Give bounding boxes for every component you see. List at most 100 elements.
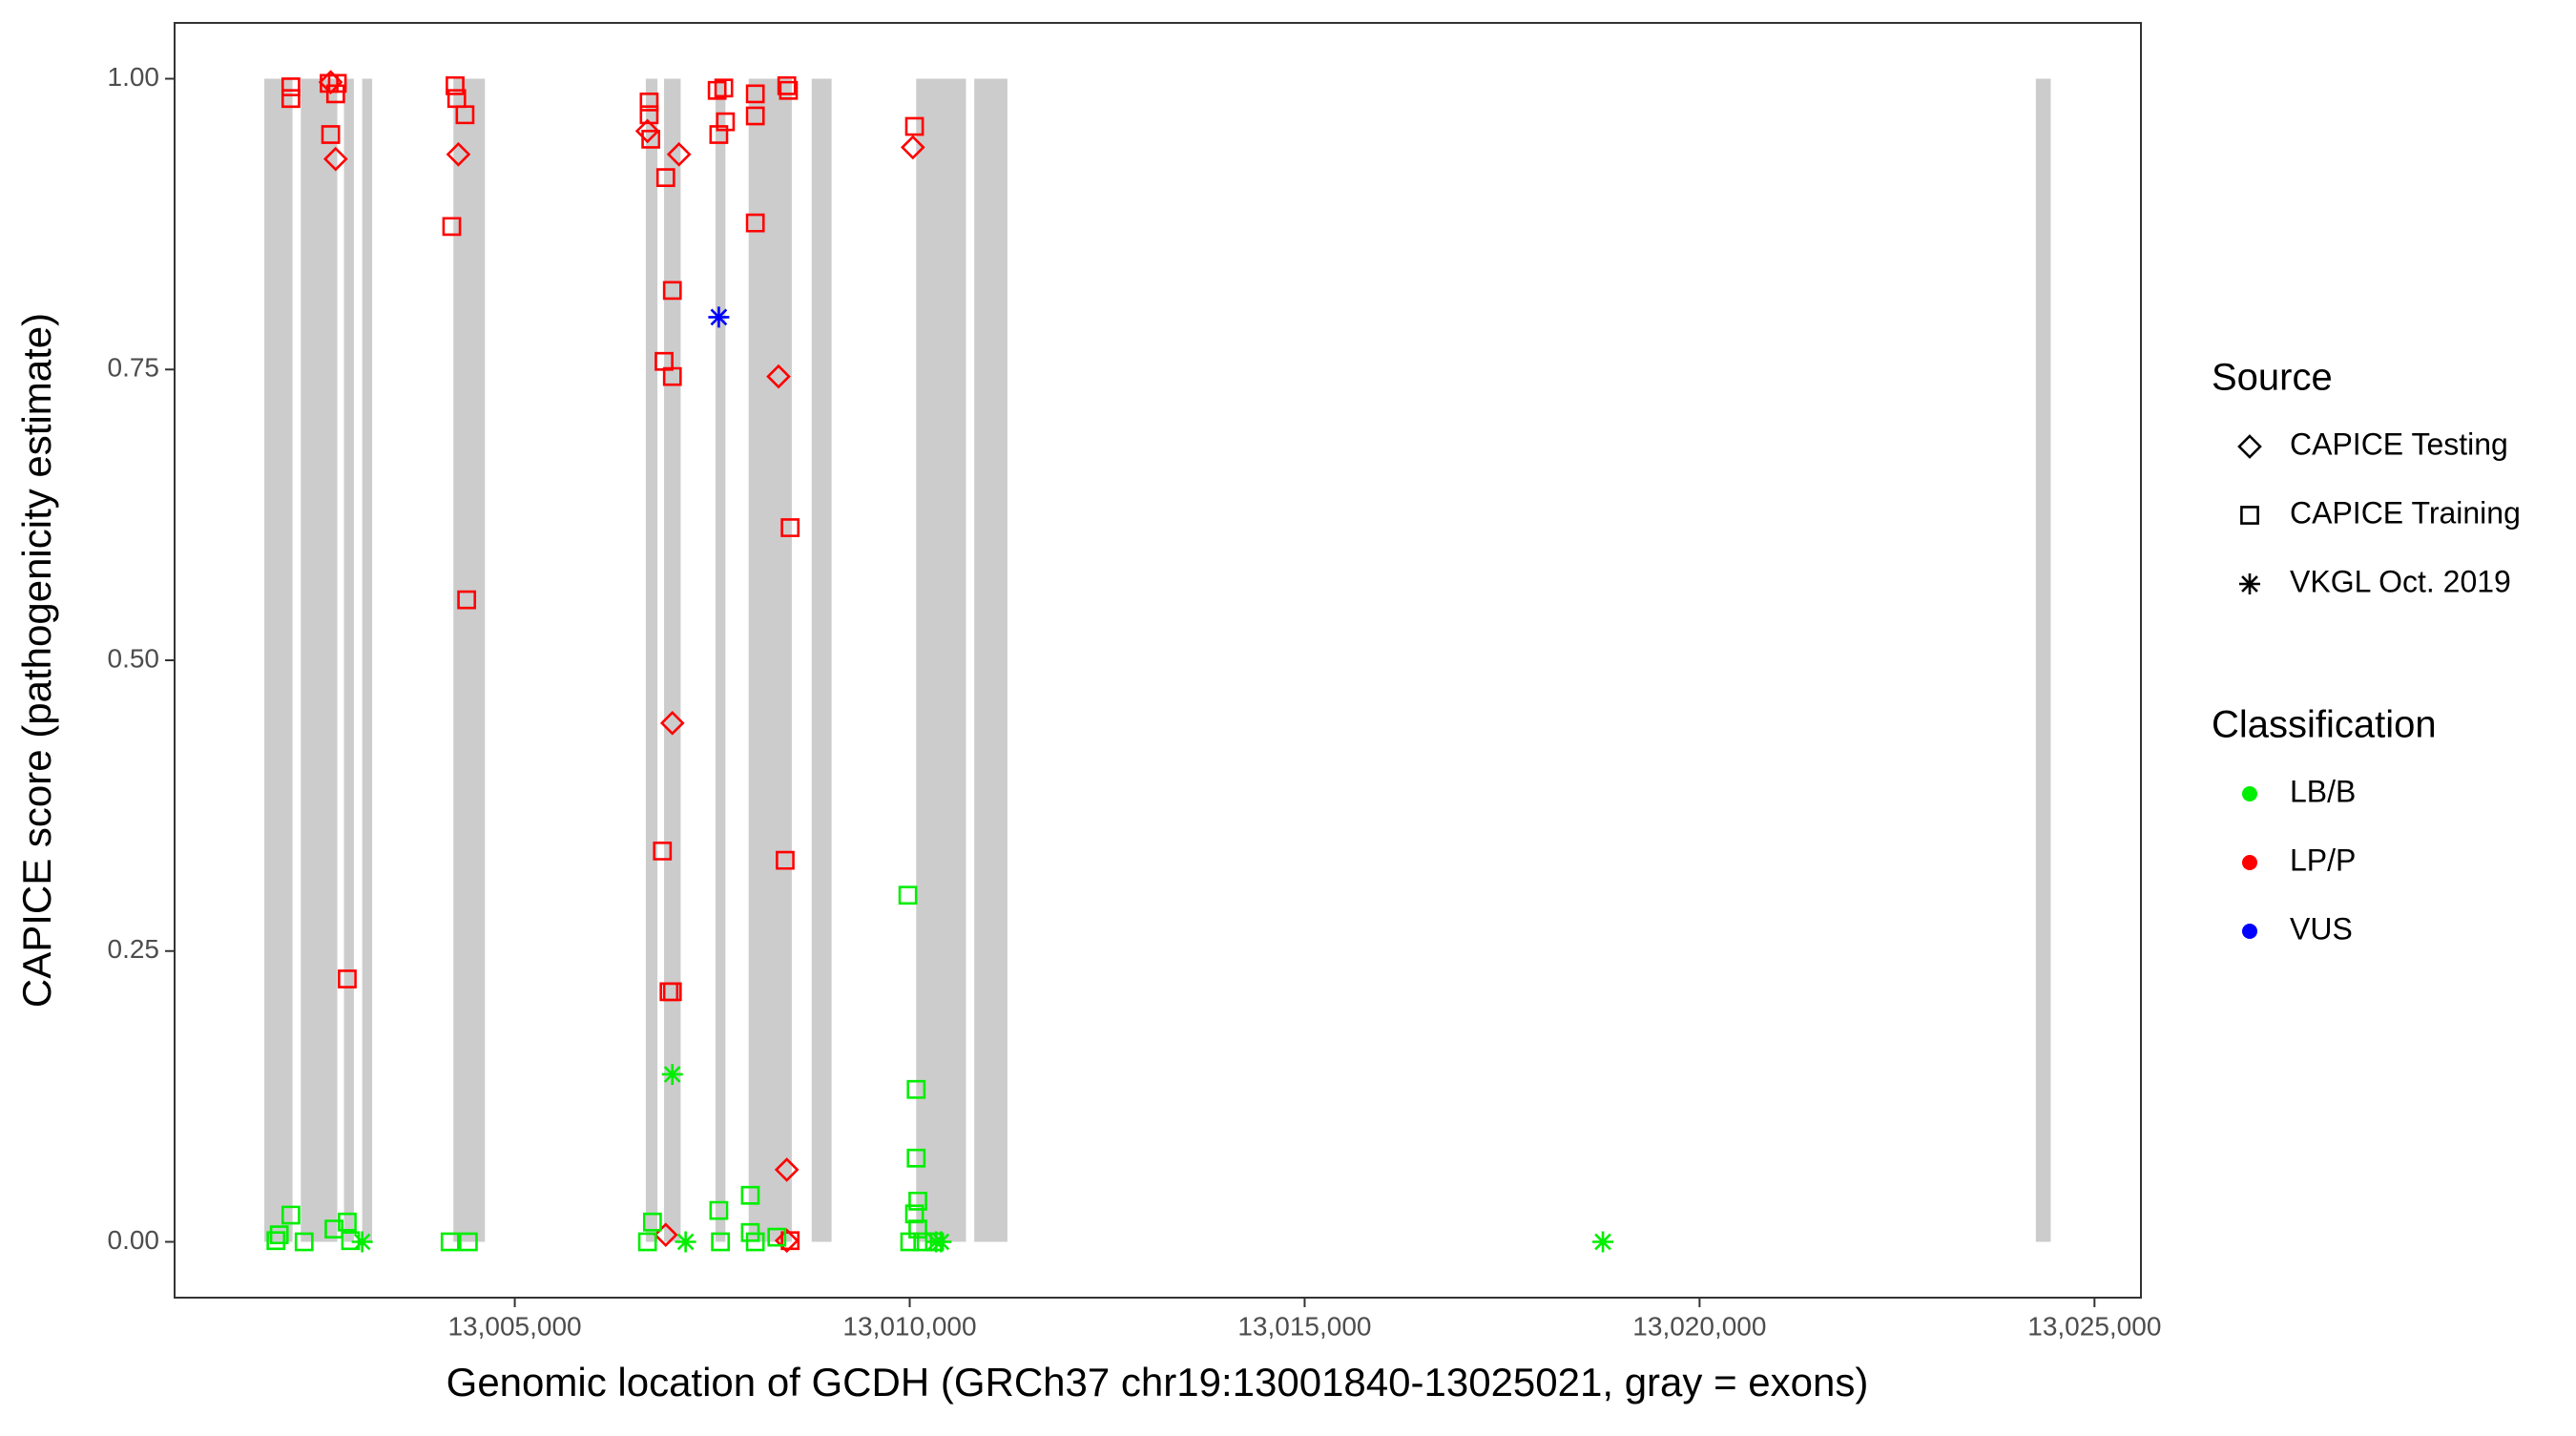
data-point	[906, 1148, 926, 1168]
legend-label: VKGL Oct. 2019	[2290, 564, 2511, 598]
x-tick-label: 13,005,000	[447, 1311, 581, 1341]
data-point	[740, 1185, 760, 1205]
data-point	[442, 217, 462, 237]
data-point	[900, 135, 925, 160]
data-point	[654, 351, 674, 371]
data-point	[446, 141, 471, 167]
data-point	[1592, 1231, 1614, 1253]
data-point	[269, 1225, 289, 1245]
legend-symbol	[2239, 573, 2260, 594]
data-point	[440, 1232, 460, 1252]
data-point	[776, 850, 795, 870]
data-point	[338, 969, 357, 989]
data-point	[280, 89, 301, 109]
data-point	[745, 213, 765, 233]
data-point	[266, 1231, 286, 1251]
legend-symbol	[2242, 924, 2257, 939]
data-point	[637, 1232, 657, 1252]
data-point	[634, 118, 660, 144]
data-point	[780, 1231, 800, 1251]
data-point	[745, 84, 765, 104]
data-point	[659, 710, 685, 736]
data-point	[459, 1232, 478, 1252]
data-point	[639, 105, 659, 125]
data-point	[777, 75, 797, 95]
plot-panel	[175, 23, 2141, 1298]
legend-label: LP/P	[2290, 843, 2356, 877]
data-point	[766, 364, 791, 389]
legend-title: Source	[2212, 357, 2333, 399]
exon	[343, 78, 354, 1242]
data-point	[709, 1200, 729, 1220]
data-point	[779, 80, 799, 100]
data-point	[906, 1079, 926, 1099]
data-point	[780, 518, 800, 537]
x-tick-label: 13,025,000	[2027, 1311, 2161, 1341]
data-point	[930, 1231, 952, 1253]
exon	[362, 78, 373, 1242]
data-point	[294, 1232, 314, 1252]
y-tick-label: 0.00	[108, 1225, 160, 1255]
data-point	[707, 80, 727, 100]
data-point	[455, 105, 475, 125]
y-tick-label: 0.50	[108, 643, 160, 673]
exon	[645, 78, 658, 1242]
data-point	[351, 1231, 373, 1253]
legend-symbol	[2240, 506, 2259, 525]
data-point	[767, 1227, 787, 1247]
data-point	[745, 106, 765, 126]
data-point	[774, 1228, 800, 1254]
data-point	[327, 73, 347, 94]
data-point	[708, 306, 730, 328]
data-point	[904, 1204, 924, 1224]
data-point	[662, 982, 682, 1002]
data-point	[280, 1205, 301, 1225]
data-point	[338, 1212, 357, 1232]
panel-border	[174, 22, 2142, 1299]
exon	[974, 78, 1008, 1242]
x-tick-label: 13,020,000	[1632, 1311, 1766, 1341]
legend-label: CAPICE Training	[2290, 495, 2521, 530]
exon	[301, 78, 338, 1242]
legend-symbol	[2242, 855, 2257, 870]
exon	[748, 78, 792, 1242]
data-point	[716, 112, 736, 132]
data-point	[898, 885, 918, 905]
y-axis-title: CAPICE score (pathogenicity estimate)	[14, 313, 59, 1008]
exon	[811, 78, 832, 1242]
legend-label: CAPICE Testing	[2290, 427, 2508, 461]
data-point	[675, 1231, 696, 1253]
data-point	[321, 125, 341, 144]
data-point	[745, 1232, 765, 1252]
exon	[2035, 78, 2051, 1242]
data-point	[655, 168, 675, 188]
data-point	[318, 70, 343, 95]
data-point	[661, 1063, 683, 1085]
data-point	[662, 281, 682, 301]
x-tick-label: 13,015,000	[1237, 1311, 1371, 1341]
data-point	[908, 1191, 927, 1211]
data-point	[457, 590, 477, 610]
y-tick-label: 0.75	[108, 353, 160, 383]
data-point	[711, 1232, 731, 1252]
legend-symbol	[2237, 434, 2262, 459]
exon	[715, 78, 726, 1242]
legend-label: LB/B	[2290, 774, 2356, 808]
data-point	[653, 842, 673, 861]
legend-title: Classification	[2212, 704, 2437, 746]
data-point	[740, 1222, 760, 1242]
data-point	[709, 125, 729, 144]
legend-label: VUS	[2290, 911, 2353, 946]
data-point	[714, 78, 734, 98]
data-point	[341, 1231, 361, 1251]
data-point	[666, 141, 692, 167]
data-point	[322, 146, 348, 172]
data-point	[642, 1212, 662, 1232]
x-axis-title: Genomic location of GCDH (GRCh37 chr19:1…	[447, 1360, 1869, 1405]
x-tick-label: 13,010,000	[842, 1311, 976, 1341]
data-point	[662, 366, 682, 386]
exon	[453, 78, 486, 1242]
data-point	[446, 75, 465, 95]
